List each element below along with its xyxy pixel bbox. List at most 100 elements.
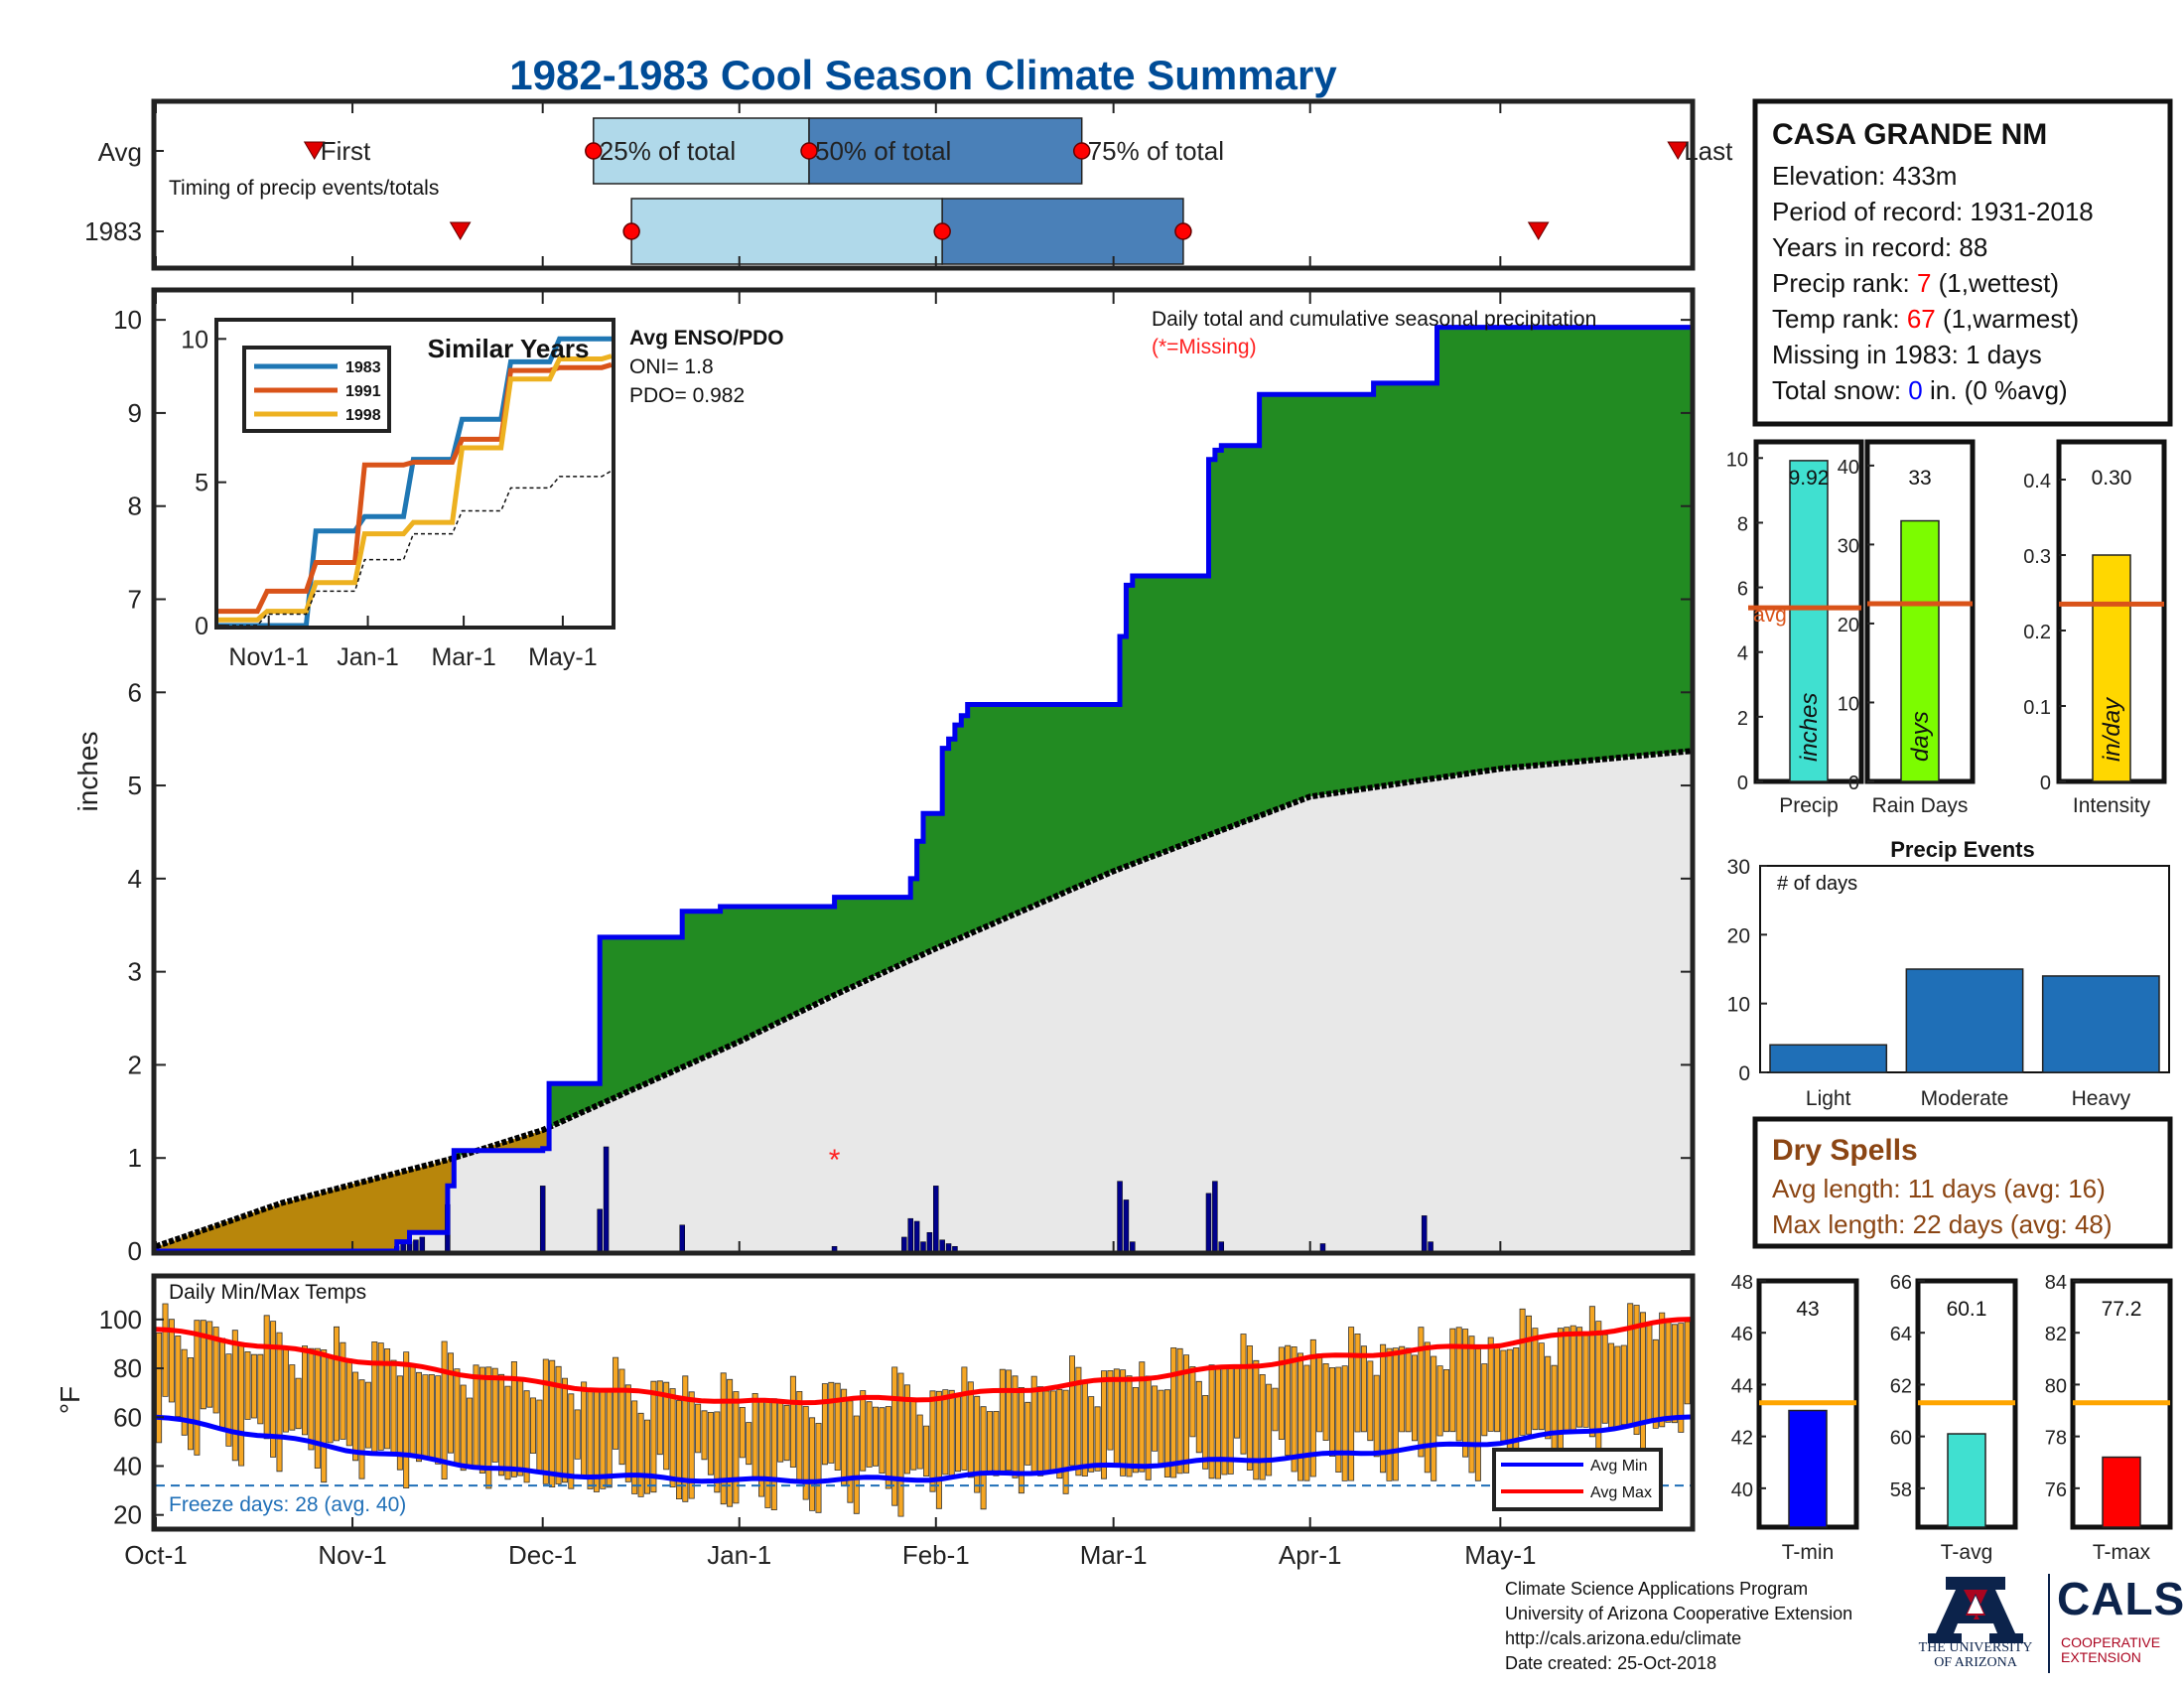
mini-temp-name: T-min xyxy=(1782,1541,1835,1564)
mini-temp-ytick-label: 40 xyxy=(1731,1479,1753,1501)
mini-precip-ytick-label: 10 xyxy=(1838,693,1859,715)
mini-precip-name: Intensity xyxy=(2073,794,2151,817)
mini-temp-bar-t-max xyxy=(2102,1456,2141,1528)
daily-precip-bar xyxy=(1218,1241,1225,1252)
timing-box-lower xyxy=(630,198,943,265)
cumulative-1983-line xyxy=(156,325,1691,1254)
mini-precip-ytick-label: 0 xyxy=(1737,773,1748,794)
mini-precip-ytick-label: 0.2 xyxy=(2023,622,2051,643)
daily-temp-bars xyxy=(156,1303,1691,1517)
timing-box-upper xyxy=(808,117,1083,185)
inset-legend-label: 1998 xyxy=(345,407,381,424)
chart-title: 1982-1983 Cool Season Climate Summary xyxy=(509,52,1337,98)
mini-temp-bar-t-min xyxy=(1788,1409,1828,1528)
temp-rank-label: Temp rank: xyxy=(1772,304,1907,334)
timing-last-marker xyxy=(1667,141,1690,160)
daily-precip-bar xyxy=(539,1186,546,1252)
inset-xtick-label: May-1 xyxy=(528,643,597,671)
inset-xtick-label: Mar-1 xyxy=(431,643,495,671)
mini-precip-bar-precip xyxy=(1789,460,1829,782)
x-axis-label: May-1 xyxy=(1464,1540,1536,1570)
inset-series-avg xyxy=(218,470,613,627)
timing-note: Timing of precip events/totals xyxy=(169,177,439,200)
avg-max-line xyxy=(155,1317,1692,1406)
temp-panel: 20 40 60 80 100 Daily Min/Max Temps °F Freez… xyxy=(55,1273,1696,1532)
mini-temp-ytick-label: 66 xyxy=(1890,1272,1912,1294)
footer-line: Climate Science Applications Program xyxy=(1505,1579,1809,1599)
daily-precip-bar xyxy=(413,1239,419,1252)
mini-temp-ytick-label: 84 xyxy=(2045,1272,2067,1294)
daily-precip-bar xyxy=(907,1217,913,1252)
snow-value: 0 xyxy=(1908,375,1922,405)
missing-note: (*=Missing) xyxy=(1152,336,1257,358)
daily-precip-bar xyxy=(603,1146,610,1252)
cals-logo: CALS xyxy=(2057,1573,2184,1624)
mini-temp-value: 77.2 xyxy=(2102,1298,2142,1321)
timing-p50-marker xyxy=(933,222,951,240)
mini-precip-unit: inches xyxy=(1796,693,1823,762)
daily-precip-bar xyxy=(1123,1199,1130,1252)
temp-ytick-label: 40 xyxy=(113,1451,142,1480)
daily-precip-bar xyxy=(419,1236,426,1252)
mini-temp-ytick-label: 62 xyxy=(1890,1375,1912,1397)
timing-p75-label: 75% of total xyxy=(1088,136,1224,166)
x-axis-label: Oct-1 xyxy=(124,1540,188,1570)
snow-note: in. (0 %avg) xyxy=(1923,375,2068,405)
dry-spells-avg: Avg length: 11 days (avg: 16) xyxy=(1772,1174,2106,1203)
x-axis: Oct-1 Nov-1 Dec-1 Jan-1 Feb-1 Mar-1 Apr-1 May-1 xyxy=(124,1517,1536,1570)
daily-precip-bar xyxy=(1117,1181,1123,1252)
timing-p50-label: 50% of total xyxy=(815,136,951,166)
footer-url[interactable]: http://cals.arizona.edu/climate xyxy=(1505,1628,1742,1648)
footer-date: Date created: 25-Oct-2018 xyxy=(1505,1653,1717,1673)
station-elevation: Elevation: 433m xyxy=(1772,161,1957,191)
cals-subtitle: COOPERATIVE EXTENSION xyxy=(2061,1635,2160,1665)
freeze-days-label: Freeze days: 28 (avg. 40) xyxy=(169,1493,406,1516)
precip-rank-value: 7 xyxy=(1917,268,1931,298)
inset-frame xyxy=(214,318,615,630)
mini-precip-ytick-label: 20 xyxy=(1838,615,1859,636)
mini-temp-ytick-label: 58 xyxy=(1890,1479,1912,1501)
event-bar-heavy xyxy=(2041,975,2160,1073)
snow-label: Total snow: xyxy=(1772,375,1908,405)
inset-title: Similar Years xyxy=(428,334,590,363)
mini-precip-ytick-label: 0.3 xyxy=(2023,546,2051,568)
events-ylabel: # of days xyxy=(1777,873,1857,895)
mini-precip-value: 33 xyxy=(1908,467,1931,490)
mini-temp-name: T-avg xyxy=(1941,1541,1993,1564)
station-years: Years in record: 88 xyxy=(1772,232,1987,262)
timing-box-upper xyxy=(941,198,1184,265)
legend-avg-min-label: Avg Min xyxy=(1590,1458,1648,1475)
event-category-label: Moderate xyxy=(1921,1087,2009,1110)
timing-panel: First 25% of total 50% of total 75% of tota… xyxy=(84,98,1733,271)
daily-precip-bar xyxy=(913,1220,920,1252)
mini-precip-ytick-label: 0 xyxy=(2040,773,2051,794)
temp-ylabel: °F xyxy=(55,1386,85,1414)
timing-first-label: First xyxy=(321,136,371,166)
x-axis-label: Apr-1 xyxy=(1279,1540,1342,1570)
ua-wordmark: THE UNIVERSITY OF ARIZONA xyxy=(1914,1640,2037,1670)
daily-precip-bar xyxy=(1319,1243,1326,1252)
cals-sub1: COOPERATIVE xyxy=(2061,1634,2161,1650)
x-axis-label: Dec-1 xyxy=(508,1540,577,1570)
x-axis-label: Jan-1 xyxy=(707,1540,771,1570)
mini-temp-ytick-label: 48 xyxy=(1731,1272,1753,1294)
main-ytick-label: 10 xyxy=(113,305,142,335)
mini-precip-ytick-label: 6 xyxy=(1737,579,1748,601)
ua-line2: OF ARIZONA xyxy=(1934,1655,2017,1670)
main-ytick-label: 5 xyxy=(128,771,142,800)
temp-ytick-label: 60 xyxy=(113,1402,142,1432)
daily-precip-bar xyxy=(1421,1215,1428,1252)
event-category-label: Light xyxy=(1806,1087,1851,1110)
timing-p25-marker xyxy=(622,222,640,240)
dry-spells-max: Max length: 22 days (avg: 48) xyxy=(1772,1209,2113,1239)
precip-rank-note: (1,wettest) xyxy=(1931,268,2059,298)
events-ytick-label: 10 xyxy=(1727,994,1750,1017)
inset-legend-label: 1983 xyxy=(345,359,381,376)
temp-plot-frame xyxy=(151,1273,1696,1532)
events-ytick-label: 30 xyxy=(1727,856,1750,879)
station-precip-rank: Precip rank: 7 (1,wettest) xyxy=(1772,268,2059,298)
main-ytick-label: 3 xyxy=(128,957,142,987)
mini-temp-name: T-max xyxy=(2093,1541,2151,1564)
